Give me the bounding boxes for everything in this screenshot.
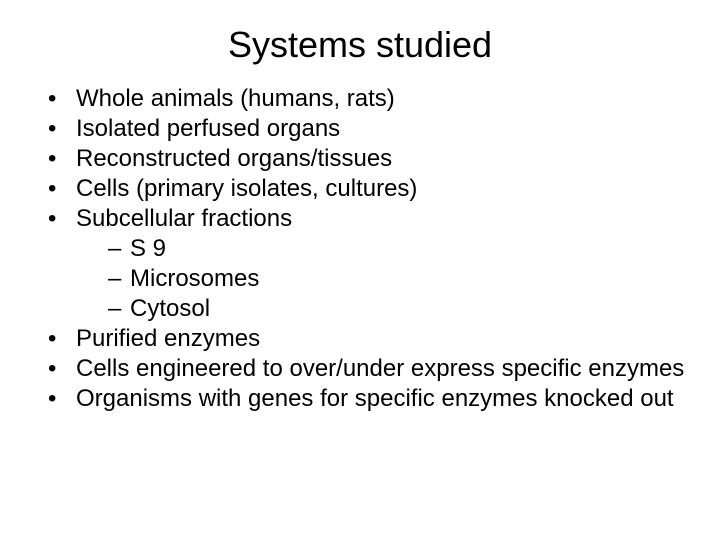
- subitem-text: Cytosol: [130, 294, 210, 324]
- bullet-icon: •: [48, 324, 76, 354]
- sublist-item: – Microsomes: [108, 264, 690, 294]
- item-text: Reconstructed organs/tissues: [76, 144, 690, 174]
- slide-title: Systems studied: [30, 24, 690, 66]
- bullet-icon: •: [48, 174, 76, 204]
- item-text: Whole animals (humans, rats): [76, 84, 690, 114]
- list-item: • Organisms with genes for specific enzy…: [48, 384, 690, 414]
- bullet-icon: •: [48, 354, 76, 384]
- list-item: • Cells engineered to over/under express…: [48, 354, 690, 384]
- item-text: Subcellular fractions: [76, 204, 690, 234]
- item-text: Cells engineered to over/under express s…: [76, 354, 690, 384]
- subitem-text: S 9: [130, 234, 166, 264]
- bullet-icon: •: [48, 114, 76, 144]
- item-text: Organisms with genes for specific enzyme…: [76, 384, 690, 414]
- dash-icon: –: [108, 264, 130, 294]
- list-item: • Isolated perfused organs: [48, 114, 690, 144]
- bullet-icon: •: [48, 84, 76, 114]
- bullet-icon: •: [48, 144, 76, 174]
- dash-icon: –: [108, 234, 130, 264]
- dash-icon: –: [108, 294, 130, 324]
- list-item: • Whole animals (humans, rats): [48, 84, 690, 114]
- sublist-item: – S 9: [108, 234, 690, 264]
- list-item: • Subcellular fractions: [48, 204, 690, 234]
- sublist-item: – Cytosol: [108, 294, 690, 324]
- bullet-icon: •: [48, 204, 76, 234]
- subitem-text: Microsomes: [130, 264, 259, 294]
- sublist: – S 9 – Microsomes – Cytosol: [48, 234, 690, 324]
- item-text: Cells (primary isolates, cultures): [76, 174, 690, 204]
- list-item: • Reconstructed organs/tissues: [48, 144, 690, 174]
- item-text: Purified enzymes: [76, 324, 690, 354]
- list-item: • Cells (primary isolates, cultures): [48, 174, 690, 204]
- bullet-icon: •: [48, 384, 76, 414]
- main-list: • Whole animals (humans, rats) • Isolate…: [30, 84, 690, 414]
- list-item: • Purified enzymes: [48, 324, 690, 354]
- item-text: Isolated perfused organs: [76, 114, 690, 144]
